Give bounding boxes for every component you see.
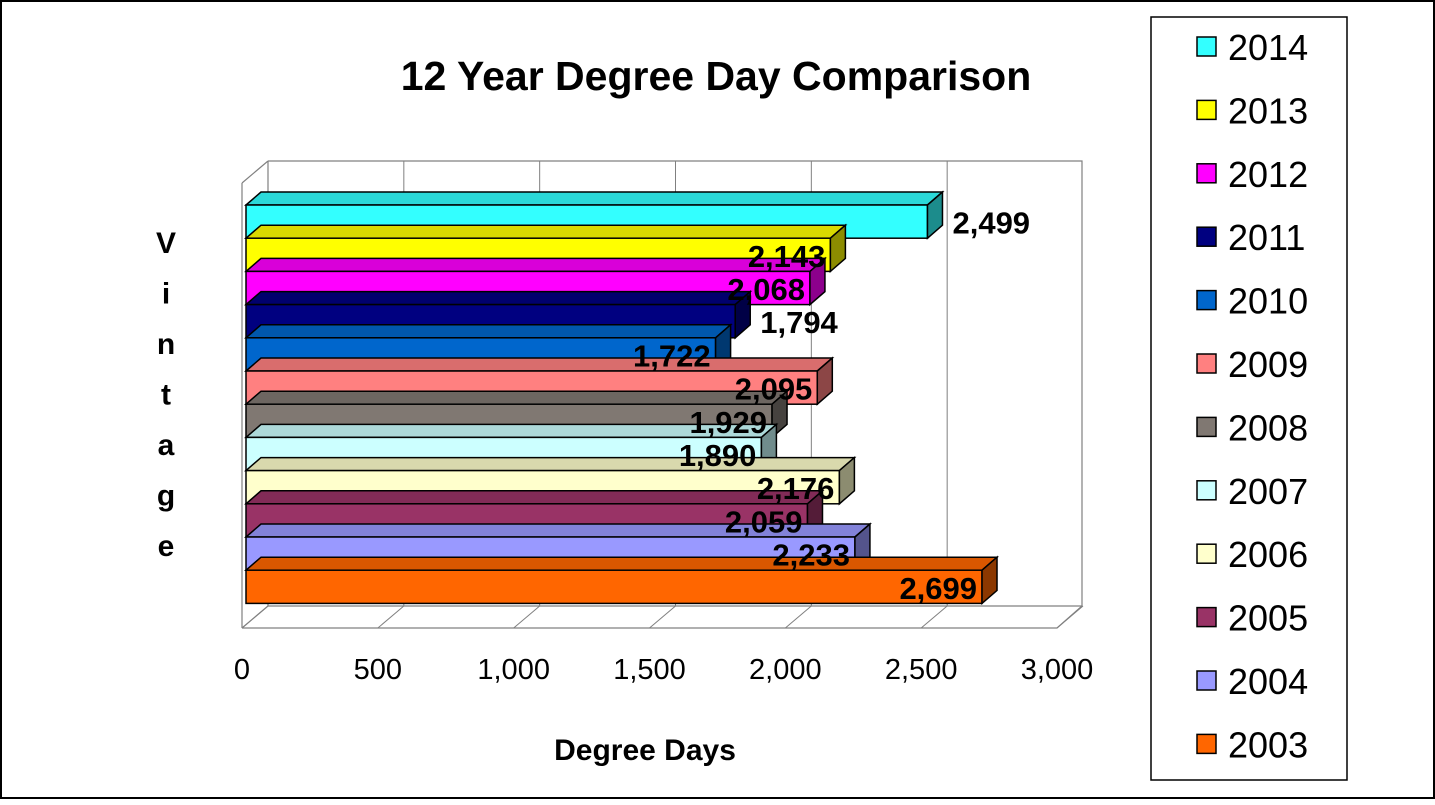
legend-swatch [1196,606,1217,628]
legend-swatch [1196,543,1217,564]
y-axis-title-letter: e [158,530,175,563]
legend-label: 2011 [1228,217,1305,258]
legend-label: 2006 [1228,534,1308,575]
legend-label: 2012 [1228,154,1308,195]
x-tick-label: 500 [354,654,402,686]
floor-gridline [785,605,812,629]
bar-end-face [926,190,944,240]
bar-end-face [829,223,847,274]
legend-label: 2003 [1228,724,1308,765]
bar-top-face [243,390,790,405]
y-axis-title-letter: n [157,328,175,361]
floor-gridline [649,605,676,629]
data-label-2003: 2,699 [899,571,977,606]
legend-swatch [1196,163,1217,184]
legend-swatch [1196,733,1217,755]
x-axis-title: Degree Days [554,734,736,767]
bar-top-face [243,290,753,306]
bar-front-face [245,569,983,605]
x-tick-label: 0 [234,654,250,686]
legend-item-2010: 2010 [1196,281,1308,322]
bars-group [243,190,1000,606]
floor-gridline [513,605,540,629]
data-label-2013: 2,143 [748,239,826,274]
legend-swatch [1196,289,1217,311]
legend-swatch [1196,226,1217,247]
bar-top-face [243,357,835,372]
legend-label: 2014 [1228,27,1308,68]
legend-item-2009: 2009 [1196,344,1308,385]
y-axis-title-letter: i [162,278,170,311]
legend: 2014 2013 2012 2011 2010 2009 2008 2007 2006 2005… [1196,27,1308,765]
y-axis-title-letter: V [156,227,176,260]
bar-2003 [243,555,1000,606]
y-axis-title-letter: a [158,429,175,462]
bar-top-face [243,556,1000,571]
data-label-2007: 1,890 [679,438,757,473]
side-wall-edge [241,160,269,184]
bar-end-face [816,356,834,406]
legend-label: 2009 [1228,344,1308,385]
bar-end-face [809,256,826,307]
data-label-2005: 2,059 [725,504,803,539]
data-label-2004: 2,233 [772,538,850,573]
legend-label: 2010 [1228,281,1308,322]
data-label-2012: 2,068 [727,272,805,307]
legend-item-2004: 2004 [1196,661,1308,702]
legend-label: 2005 [1228,598,1308,639]
data-label-2010: 1,722 [633,338,711,373]
legend-swatch [1196,36,1217,57]
bar-top-face [243,257,827,273]
y-axis-title-letter: g [157,480,175,513]
y-axis-title-letter: t [161,379,171,412]
x-tick-label: 2,500 [885,654,958,686]
floor-gridline [241,605,269,629]
legend-swatch [1196,416,1217,438]
floor-gridline [377,605,405,629]
data-label-2006: 2,176 [757,471,835,506]
legend-label: 2004 [1228,661,1308,702]
bar-top-face [243,224,848,239]
legend-label: 2007 [1228,471,1308,512]
legend-item-2011: 2011 [1196,217,1305,258]
bar-top-face [243,490,825,505]
x-axis: 0 500 1,000 1,500 2,000 2,500 3,000 [234,654,1093,686]
legend-label: 2013 [1228,90,1308,131]
bar-end-face [734,289,751,340]
bar-end-face [981,555,998,606]
legend-item-2007: 2007 [1196,471,1308,512]
data-label-2009: 2,095 [735,372,813,407]
floor-gridline [920,605,948,629]
legend-swatch [1196,480,1217,501]
legend-item-2012: 2012 [1196,154,1308,195]
data-label-2008: 1,929 [689,405,767,440]
bar-top-face [243,191,945,206]
legend-item-2014: 2014 [1196,27,1308,68]
data-label-2014: 2,499 [952,206,1030,241]
bar-top-face [243,456,857,472]
x-tick-label: 2,000 [749,654,822,686]
x-tick-label: 3,000 [1021,654,1094,686]
bar-top-face [243,324,733,339]
legend-box [1150,16,1348,781]
chart-title: 12 Year Degree Day Comparison [401,53,1032,99]
bar-end-face [838,455,856,506]
legend-swatch [1196,353,1217,374]
legend-item-2005: 2005 [1196,598,1308,639]
legend-swatch [1196,99,1217,121]
x-tick-label: 1,000 [477,654,550,686]
legend-label: 2008 [1228,407,1308,448]
data-label-2011: 1,794 [760,305,838,340]
legend-item-2013: 2013 [1196,90,1308,131]
x-tick-label: 1,500 [613,654,686,686]
legend-item-2008: 2008 [1196,407,1308,448]
legend-item-2003: 2003 [1196,724,1308,765]
legend-swatch [1196,670,1217,691]
legend-item-2006: 2006 [1196,534,1308,575]
floor-gridline [1056,605,1084,629]
